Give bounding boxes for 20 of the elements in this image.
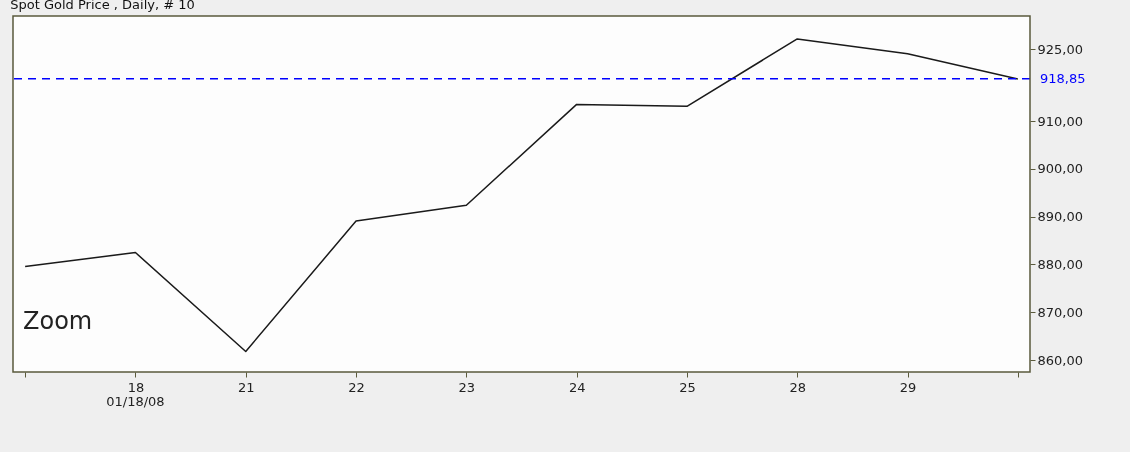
y-tick-label: 925,00 bbox=[1037, 41, 1083, 57]
y-tick-label: 860,00 bbox=[1037, 352, 1083, 368]
ref-line-label: 918,85 bbox=[1040, 70, 1086, 86]
text: 01/18/08 bbox=[106, 394, 165, 409]
x-tick-label: 24 bbox=[568, 379, 586, 395]
x-tick-label: 18 bbox=[127, 379, 145, 395]
x-tick-label: 28 bbox=[789, 379, 807, 395]
y-tick-label: 870,00 bbox=[1037, 304, 1083, 320]
y-tick-label: 900,00 bbox=[1037, 161, 1083, 177]
x-tick-label: 21 bbox=[237, 379, 255, 395]
y-tick-label: 890,00 bbox=[1037, 209, 1083, 225]
y-tick-label: 910,00 bbox=[1037, 113, 1083, 129]
x-tick-label: 25 bbox=[679, 379, 696, 395]
annotation: Zoom bbox=[23, 307, 93, 335]
x-tick-label: 29 bbox=[899, 379, 917, 395]
x-tick-label: 23 bbox=[458, 379, 476, 395]
line-series bbox=[24, 38, 1019, 353]
x-tick-label: 22 bbox=[348, 379, 365, 395]
y-tick-label: 880,00 bbox=[1037, 256, 1083, 272]
chart-title: Spot Gold Price , Daily, # 10 bbox=[10, 0, 195, 13]
